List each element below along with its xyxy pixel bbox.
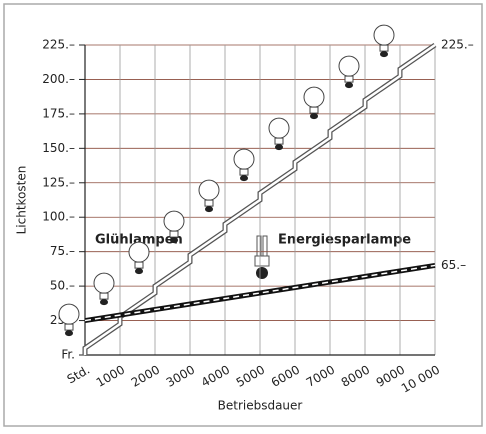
end-label: 65.– (441, 258, 466, 272)
bulb-glass (269, 118, 289, 138)
bulb-glass (94, 273, 114, 293)
bulb-cap (275, 144, 283, 150)
y-axis-label: Lichtkosten (15, 166, 29, 235)
bulb-base (170, 231, 178, 237)
bulb-cap (345, 82, 353, 88)
bulb-base (275, 138, 283, 144)
bulb-cap (380, 51, 388, 57)
bulb-base (345, 76, 353, 82)
y-tick-label: 225.– (42, 38, 75, 52)
bulb-cap (240, 175, 248, 181)
bulb-glass (304, 87, 324, 107)
bulb-cap (135, 268, 143, 274)
y-tick-label: 125.– (42, 175, 75, 189)
bulb-glass (199, 180, 219, 200)
bulb-base (205, 200, 213, 206)
chart: Lichtkosten Betriebsdauer Glühlampen Ene… (0, 0, 486, 430)
x-axis-label: Betriebsdauer (218, 399, 303, 413)
y-tick-label: 175.– (42, 106, 75, 120)
end-label: 225.– (441, 38, 474, 52)
bulb-base (135, 262, 143, 268)
bulb-glass (234, 149, 254, 169)
bulb-base (65, 324, 73, 330)
y-tick-label: 75.– (50, 244, 75, 258)
y-tick-label: 100.– (42, 210, 75, 224)
bulb-glass (129, 242, 149, 262)
bulb-cap (65, 330, 73, 336)
bulb-cap (100, 299, 108, 305)
bulb-base (310, 107, 318, 113)
bulb-glass (164, 211, 184, 231)
bulb-base (240, 169, 248, 175)
y-tick-label: 50.– (50, 279, 75, 293)
bulb-cap (170, 237, 178, 243)
bulb-cap (205, 206, 213, 212)
y-tick-label: 200.– (42, 72, 75, 86)
frame (4, 4, 482, 426)
y-tick-label: 150.– (42, 141, 75, 155)
bulb-base (100, 293, 108, 299)
bulb-cap (310, 113, 318, 119)
bulb-glass (59, 304, 79, 324)
series-annotation: Energiesparlampe (278, 233, 411, 248)
bulb-glass (339, 56, 359, 76)
bulb-glass (374, 25, 394, 45)
y-tick-label: Fr. (61, 348, 75, 362)
bulb-base (380, 45, 388, 51)
